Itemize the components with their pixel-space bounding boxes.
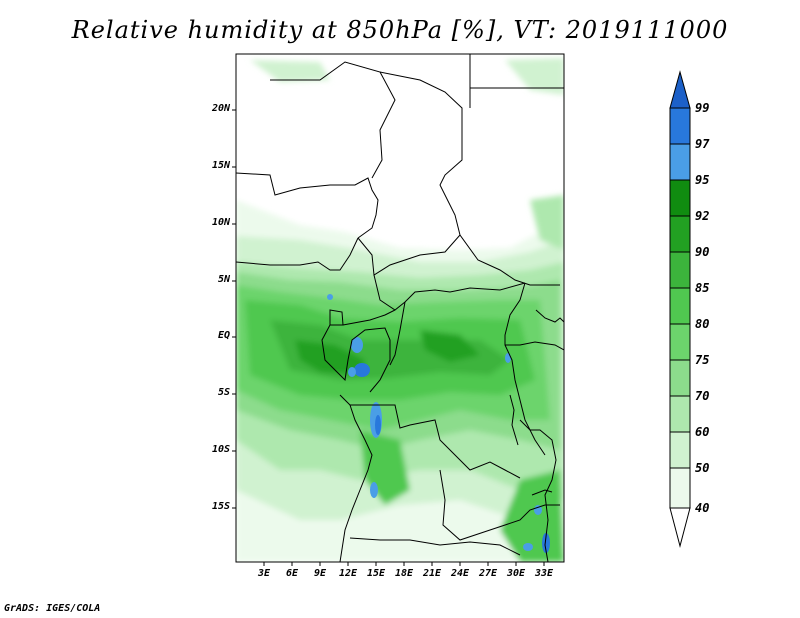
lon-label: 24E xyxy=(450,568,470,579)
colorbar-label: 90 xyxy=(695,245,710,259)
colorbar-swatch xyxy=(669,359,691,397)
map-title: Relative humidity at 850hPa [%], VT: 201… xyxy=(71,16,729,44)
colorbar-swatch xyxy=(669,287,691,325)
colorbar-top-arrow xyxy=(669,70,691,109)
country-borders xyxy=(236,54,564,562)
colorbar-swatch xyxy=(669,251,691,289)
colorbar-swatch xyxy=(669,395,691,433)
colorbar-label: 99 xyxy=(695,101,710,115)
colorbar-label: 97 xyxy=(695,137,710,151)
lon-label: 3E xyxy=(257,568,271,579)
grads-credit: GrADS: IGES/COLA xyxy=(4,603,101,614)
lon-label: 9E xyxy=(313,568,327,579)
colorbar-swatch xyxy=(669,431,691,469)
colorbar-label: 75 xyxy=(695,353,710,367)
lat-label: 10S xyxy=(211,444,230,455)
colorbar-swatch xyxy=(669,179,691,217)
colorbar-swatch xyxy=(669,107,691,145)
axis-ticks xyxy=(232,109,545,566)
lon-label: 12E xyxy=(338,568,358,579)
colorbar-swatch xyxy=(669,323,691,361)
lat-label: EQ xyxy=(217,330,230,341)
lat-label: 10N xyxy=(211,217,230,228)
lon-label: 6E xyxy=(285,568,299,579)
colorbar-label: 92 xyxy=(695,209,710,223)
colorbar-label: 70 xyxy=(695,389,710,403)
humidity-field xyxy=(236,54,564,562)
map-frame xyxy=(235,53,565,563)
lat-label: 5S xyxy=(217,387,230,398)
lat-label: 20N xyxy=(211,103,230,114)
colorbar-label: 95 xyxy=(695,173,710,187)
colorbar-label: 60 xyxy=(695,425,710,439)
lat-label: 15N xyxy=(211,160,230,171)
colorbar xyxy=(669,70,691,548)
colorbar-bottom-arrow xyxy=(669,507,691,548)
lon-label: 30E xyxy=(506,568,526,579)
lat-label: 15S xyxy=(211,501,230,512)
saturation-patches xyxy=(327,294,550,553)
colorbar-swatch xyxy=(669,467,691,509)
lon-label: 15E xyxy=(366,568,386,579)
lon-label: 18E xyxy=(394,568,414,579)
lon-label: 33E xyxy=(534,568,554,579)
colorbar-label: 80 xyxy=(695,317,710,331)
colorbar-swatch xyxy=(669,215,691,253)
colorbar-label: 40 xyxy=(695,501,710,515)
colorbar-label: 85 xyxy=(695,281,710,295)
lat-label: 5N xyxy=(217,274,230,285)
lon-label: 27E xyxy=(478,568,498,579)
colorbar-label: 50 xyxy=(695,461,710,475)
colorbar-swatch xyxy=(669,143,691,181)
lon-label: 21E xyxy=(422,568,442,579)
